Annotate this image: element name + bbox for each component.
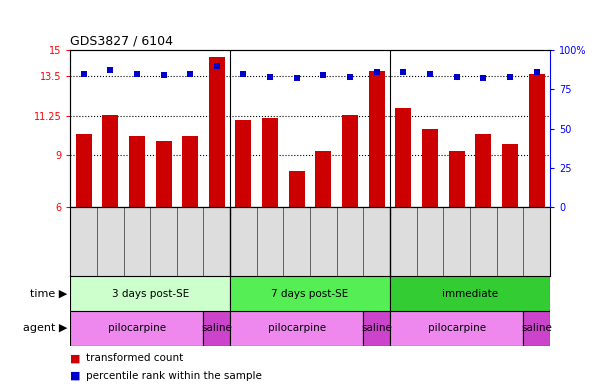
Bar bbox=[289, 170, 305, 207]
Point bbox=[185, 70, 195, 76]
Bar bbox=[422, 129, 438, 207]
Text: immediate: immediate bbox=[442, 289, 498, 299]
Bar bbox=[368, 71, 385, 207]
Point bbox=[398, 69, 408, 75]
Text: saline: saline bbox=[521, 323, 552, 333]
Text: pilocarpine: pilocarpine bbox=[268, 323, 326, 333]
Bar bbox=[230, 276, 390, 311]
Bar bbox=[230, 311, 364, 346]
Text: ■: ■ bbox=[70, 371, 81, 381]
Bar bbox=[475, 134, 491, 207]
Point bbox=[238, 70, 248, 76]
Text: 7 days post-SE: 7 days post-SE bbox=[271, 289, 349, 299]
Point bbox=[372, 69, 382, 75]
Text: transformed count: transformed count bbox=[86, 353, 183, 363]
Point bbox=[212, 63, 222, 69]
Text: agent ▶: agent ▶ bbox=[23, 323, 67, 333]
Bar bbox=[203, 311, 230, 346]
Text: pilocarpine: pilocarpine bbox=[108, 323, 166, 333]
Bar bbox=[502, 144, 518, 207]
Point bbox=[159, 72, 169, 78]
Bar bbox=[523, 311, 550, 346]
Bar bbox=[235, 120, 252, 207]
Bar bbox=[129, 136, 145, 207]
Text: GDS3827 / 6104: GDS3827 / 6104 bbox=[70, 34, 174, 47]
Text: percentile rank within the sample: percentile rank within the sample bbox=[86, 371, 262, 381]
Bar bbox=[70, 311, 203, 346]
Point bbox=[478, 75, 488, 81]
Text: time ▶: time ▶ bbox=[30, 289, 67, 299]
Point bbox=[105, 67, 115, 73]
Point bbox=[79, 70, 89, 76]
Bar bbox=[390, 311, 523, 346]
Bar bbox=[529, 74, 544, 207]
Bar bbox=[364, 311, 390, 346]
Bar bbox=[209, 57, 225, 207]
Bar bbox=[262, 118, 278, 207]
Bar bbox=[395, 108, 411, 207]
Text: 3 days post-SE: 3 days post-SE bbox=[112, 289, 189, 299]
Point bbox=[532, 69, 541, 75]
Point bbox=[132, 70, 142, 76]
Point bbox=[425, 70, 435, 76]
Bar bbox=[448, 151, 464, 207]
Point bbox=[292, 75, 302, 81]
Bar bbox=[315, 151, 331, 207]
Bar bbox=[390, 276, 550, 311]
Bar bbox=[102, 115, 118, 207]
Text: ■: ■ bbox=[70, 353, 81, 363]
Point bbox=[345, 74, 355, 80]
Bar bbox=[156, 141, 172, 207]
Text: saline: saline bbox=[202, 323, 232, 333]
Text: saline: saline bbox=[361, 323, 392, 333]
Bar bbox=[182, 136, 198, 207]
Bar bbox=[70, 276, 230, 311]
Point bbox=[452, 74, 461, 80]
Bar bbox=[342, 115, 358, 207]
Point bbox=[318, 72, 328, 78]
Point bbox=[505, 74, 515, 80]
Point bbox=[265, 74, 275, 80]
Bar bbox=[76, 134, 92, 207]
Text: pilocarpine: pilocarpine bbox=[428, 323, 486, 333]
